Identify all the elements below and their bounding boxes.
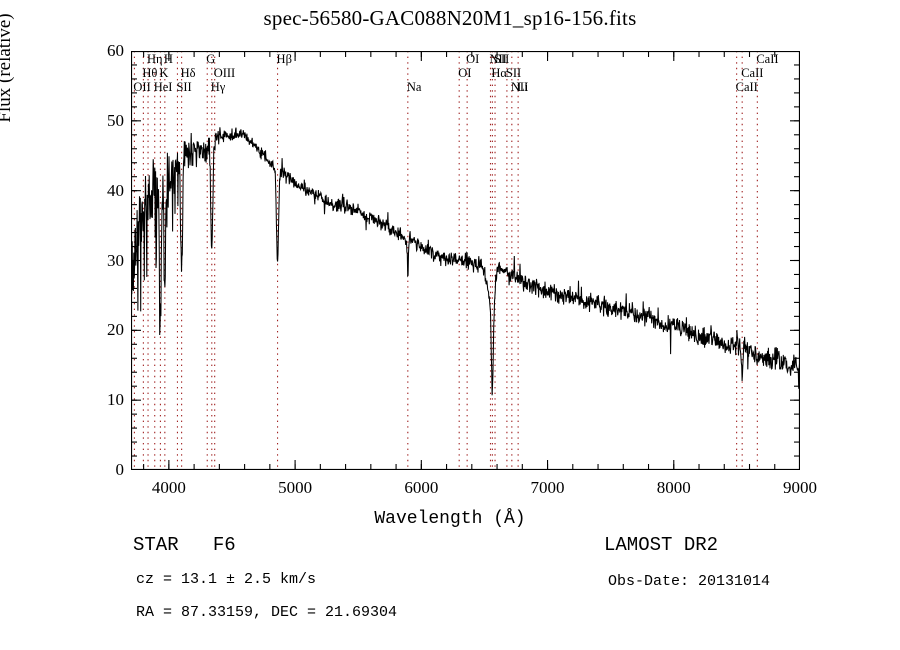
y-tick-label: 10: [107, 390, 124, 410]
line-marker-label: H: [163, 52, 173, 66]
y-tick-label: 50: [107, 110, 124, 130]
line-marker-label: NII: [489, 52, 507, 66]
x-tick-label: 5000: [278, 478, 313, 497]
line-marker-label: Hθ: [142, 66, 158, 80]
spectrum-svg: [131, 51, 800, 470]
line-marker-label: Hγ: [210, 80, 226, 94]
line-marker-label: Na: [406, 80, 422, 94]
line-marker-label: CaII: [735, 80, 758, 94]
y-tick-label: 60: [107, 41, 124, 60]
coords-label: RA = 87.33159, DEC = 21.69304: [136, 604, 398, 621]
y-axis-label: Flux (relative): [0, 13, 15, 123]
line-marker-label: OI: [466, 52, 480, 66]
page-title: spec-56580-GAC088N20M1_sp16-156.fits: [263, 6, 637, 30]
y-tick-label: 30: [107, 250, 124, 270]
line-marker-label: K: [159, 66, 169, 80]
line-marker-label: NII: [510, 80, 529, 94]
line-marker-label: SII: [505, 66, 522, 80]
y-tick-label: 40: [107, 180, 124, 200]
y-tick-label: 0: [115, 460, 125, 479]
line-marker-label: Hβ: [276, 52, 292, 66]
object-class-label: STAR F6: [133, 534, 236, 556]
line-marker-label: HeI: [153, 80, 173, 94]
line-marker-label: Hη: [147, 52, 163, 66]
x-tick-label: 8000: [656, 478, 691, 497]
line-marker-label: CaII: [741, 66, 764, 80]
line-marker-label: OI: [458, 66, 472, 80]
line-marker-label: Hα: [491, 66, 507, 80]
cz-label: cz = 13.1 ± 2.5 km/s: [136, 571, 317, 588]
x-tick-label: 4000: [151, 478, 186, 497]
line-marker-label: G: [206, 52, 216, 66]
x-axis-label: Wavelength (Å): [374, 509, 526, 529]
line-marker-label: OIII: [213, 66, 236, 80]
x-tick-label: 6000: [404, 478, 439, 497]
plot-area: [131, 51, 800, 470]
x-tick-label: 9000: [783, 478, 817, 497]
line-marker-label: Hδ: [180, 66, 196, 80]
line-marker-label: SII: [176, 80, 192, 94]
line-marker-label: OII: [133, 80, 151, 94]
line-marker-label: Li: [517, 80, 529, 94]
survey-label: LAMOST DR2: [604, 534, 719, 556]
line-marker-label: CaII: [756, 52, 779, 66]
y-tick-label: 20: [107, 320, 124, 340]
x-tick-label: 7000: [530, 478, 565, 497]
line-marker-label: SII: [494, 52, 510, 66]
obsdate-label: Obs-Date: 20131014: [608, 573, 771, 590]
